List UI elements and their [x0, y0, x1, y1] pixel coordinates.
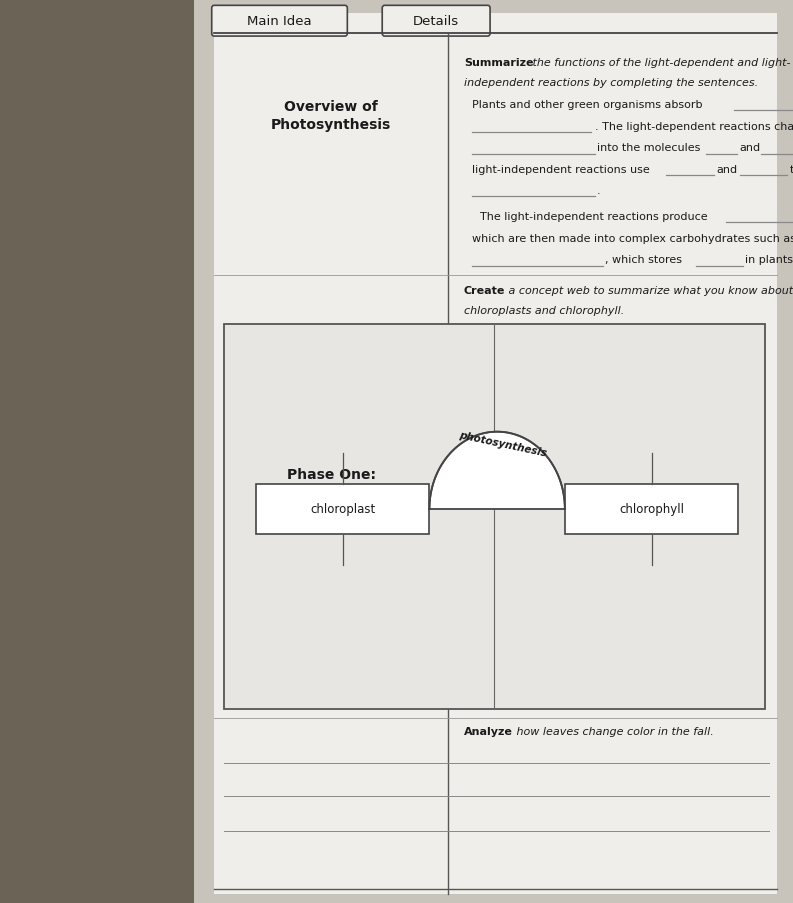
Text: .: . [597, 185, 601, 196]
Bar [565, 484, 738, 535]
Text: which are then made into complex carbohydrates such as: which are then made into complex carbohy… [472, 233, 793, 244]
Bar [214, 14, 777, 894]
Text: Overview of: Overview of [284, 99, 378, 114]
Text: to make: to make [790, 164, 793, 175]
Text: independent reactions by completing the sentences.: independent reactions by completing the … [464, 78, 758, 88]
Text: Plants and other green organisms absorb: Plants and other green organisms absorb [472, 99, 703, 110]
Text: Main Idea: Main Idea [247, 15, 312, 28]
Text: in plants.: in plants. [745, 255, 793, 265]
Text: a concept web to summarize what you know about: a concept web to summarize what you know… [505, 285, 793, 296]
Bar [194, 0, 793, 903]
FancyBboxPatch shape [382, 6, 490, 37]
Text: The light-independent reactions produce: The light-independent reactions produce [480, 211, 707, 222]
Text: Create: Create [464, 285, 505, 296]
Text: Analyze: Analyze [464, 726, 513, 737]
Text: and: and [716, 164, 737, 175]
Polygon shape [430, 433, 565, 509]
Text: chloroplasts and chlorophyll.: chloroplasts and chlorophyll. [464, 305, 624, 316]
Text: chlorophyll: chlorophyll [619, 503, 684, 516]
Text: and: and [740, 143, 761, 154]
Text: Phase One:: Phase One: [286, 467, 376, 481]
FancyBboxPatch shape [212, 6, 347, 37]
Text: light-independent reactions use: light-independent reactions use [472, 164, 649, 175]
Text: the functions of the light-dependent and light-: the functions of the light-dependent and… [529, 58, 791, 69]
Text: into the molecules: into the molecules [597, 143, 700, 154]
Bar [224, 325, 765, 709]
Text: Details: Details [413, 15, 459, 28]
Text: . The light-dependent reactions change: . The light-dependent reactions change [595, 121, 793, 132]
Text: chloroplast: chloroplast [310, 503, 375, 516]
Text: how leaves change color in the fall.: how leaves change color in the fall. [513, 726, 714, 737]
Text: photosynthesis: photosynthesis [458, 430, 547, 458]
Text: Photosynthesis: Photosynthesis [271, 117, 391, 132]
Bar [256, 484, 430, 535]
Text: , which stores: , which stores [605, 255, 682, 265]
Text: Light Reactions: Light Reactions [270, 485, 392, 499]
Text: Summarize: Summarize [464, 58, 534, 69]
